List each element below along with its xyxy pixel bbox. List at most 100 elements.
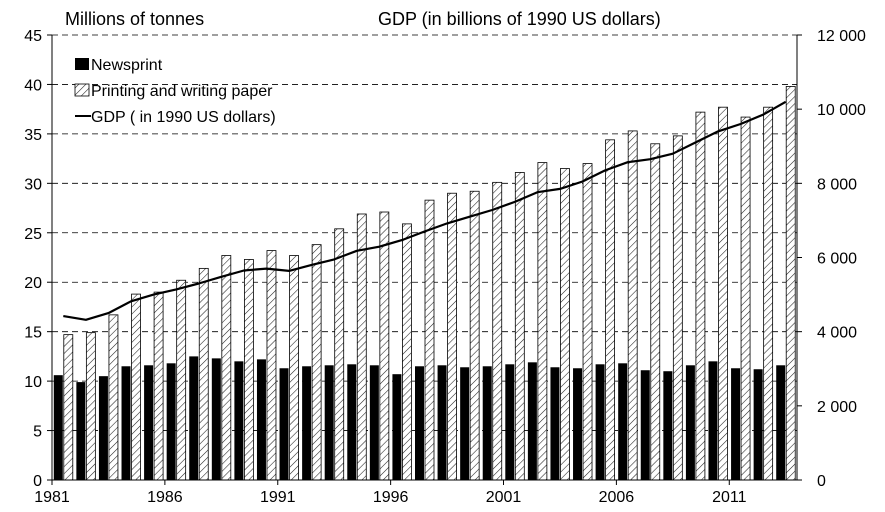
bar-printing-paper bbox=[243, 259, 254, 481]
left-tick-label: 5 bbox=[33, 424, 42, 441]
gridlines bbox=[52, 34, 797, 431]
left-tick-label: 45 bbox=[24, 28, 42, 45]
right-tick-label: 6 000 bbox=[817, 251, 857, 268]
bar-newsprint bbox=[98, 376, 108, 480]
bar-newsprint bbox=[324, 365, 334, 480]
bar-printing-paper bbox=[311, 244, 322, 481]
bar-printing-paper bbox=[650, 143, 661, 481]
tick-labels-group: 0 5 10 15 20 25 30 35 40 45 0 2 000 4 000 6 000 8 000 1… bbox=[24, 28, 866, 506]
bar-newsprint bbox=[347, 364, 357, 480]
bar-newsprint bbox=[663, 371, 673, 480]
bar-newsprint bbox=[415, 366, 424, 480]
bar-newsprint bbox=[527, 362, 537, 480]
bar-newsprint bbox=[708, 361, 718, 480]
bar-newsprint bbox=[166, 363, 176, 480]
legend-swatch-newsprint bbox=[75, 58, 89, 70]
right-tick-label: 12 000 bbox=[817, 28, 866, 45]
bar-printing-paper bbox=[718, 106, 728, 481]
bar-newsprint bbox=[53, 375, 63, 480]
bar-newsprint bbox=[640, 370, 650, 480]
bar-printing-paper bbox=[514, 172, 525, 481]
left-tick-label: 0 bbox=[33, 473, 42, 490]
bar-newsprint bbox=[573, 368, 583, 480]
bar-printing-paper bbox=[582, 163, 593, 481]
axes-group bbox=[47, 34, 802, 485]
bar-printing-paper bbox=[221, 255, 232, 481]
right-tick-label: 10 000 bbox=[817, 102, 866, 119]
bar-printing-paper bbox=[672, 135, 683, 481]
bar-newsprint bbox=[256, 359, 266, 480]
bar-printing-paper bbox=[356, 213, 367, 481]
right-axis-title: GDP (in billions of 1990 US dollars) bbox=[378, 9, 661, 29]
x-tick-label: 1986 bbox=[147, 489, 183, 506]
bar-printing-paper bbox=[153, 291, 164, 481]
left-tick-label: 25 bbox=[24, 226, 42, 243]
bar-newsprint bbox=[618, 363, 628, 480]
left-tick-label: 35 bbox=[24, 127, 42, 144]
right-tick-label: 2 000 bbox=[817, 399, 857, 416]
legend-label-newsprint: Newsprint bbox=[91, 57, 163, 74]
bar-printing-paper bbox=[763, 106, 774, 481]
bar-newsprint bbox=[731, 368, 741, 480]
left-tick-label: 40 bbox=[24, 77, 42, 94]
bar-newsprint bbox=[753, 369, 763, 480]
gdp-line-group bbox=[63, 100, 787, 321]
bar-newsprint bbox=[369, 365, 379, 480]
bar-printing-paper bbox=[266, 250, 277, 481]
left-tick-label: 10 bbox=[24, 374, 42, 391]
x-tick-label: 1981 bbox=[34, 489, 70, 506]
legend-swatch-printing-paper bbox=[74, 83, 90, 97]
bar-newsprint bbox=[279, 368, 289, 480]
bar-printing-paper bbox=[289, 255, 299, 481]
x-tick-label: 2011 bbox=[712, 489, 747, 506]
bar-printing-paper bbox=[627, 130, 638, 481]
bar-newsprint bbox=[234, 361, 244, 480]
bar-printing-paper bbox=[334, 228, 345, 481]
bars-group bbox=[53, 86, 796, 481]
bar-printing-paper bbox=[447, 192, 457, 481]
legend: Newsprint Printing and writing paper GDP… bbox=[74, 57, 276, 126]
bar-newsprint bbox=[460, 367, 470, 480]
bar-newsprint bbox=[482, 366, 492, 480]
legend-label-gdp: GDP ( in 1990 US dollars) bbox=[91, 109, 276, 126]
legend-label-printing-paper: Printing and writing paper bbox=[91, 83, 273, 100]
bar-printing-paper bbox=[560, 168, 570, 481]
bar-newsprint bbox=[505, 364, 515, 480]
bar-printing-paper bbox=[131, 293, 141, 481]
bar-printing-paper bbox=[379, 211, 390, 481]
bar-newsprint bbox=[121, 366, 131, 480]
bar-printing-paper bbox=[198, 267, 209, 481]
right-tick-label: 4 000 bbox=[817, 325, 857, 342]
bar-newsprint bbox=[211, 358, 221, 480]
bar-newsprint bbox=[392, 374, 402, 480]
bar-newsprint bbox=[776, 365, 786, 480]
bar-printing-paper bbox=[785, 86, 796, 481]
x-tick-label: 2001 bbox=[486, 489, 522, 506]
bar-printing-paper bbox=[108, 314, 119, 481]
x-tick-label: 1991 bbox=[260, 489, 296, 506]
bar-newsprint bbox=[144, 365, 154, 480]
bar-printing-paper bbox=[605, 139, 616, 481]
bar-newsprint bbox=[189, 356, 199, 480]
bar-printing-paper bbox=[63, 334, 74, 481]
bar-newsprint bbox=[302, 366, 312, 480]
bar-printing-paper bbox=[740, 116, 751, 481]
bar-newsprint bbox=[437, 365, 447, 480]
bar-printing-paper bbox=[85, 332, 96, 481]
bar-printing-paper bbox=[176, 279, 187, 481]
bar-printing-paper bbox=[537, 162, 548, 481]
bar-printing-paper bbox=[492, 181, 503, 481]
bar-printing-paper bbox=[469, 190, 480, 481]
left-tick-label: 15 bbox=[24, 325, 42, 342]
left-axis-title: Millions of tonnes bbox=[65, 9, 204, 29]
x-tick-label: 2006 bbox=[599, 489, 635, 506]
bar-printing-paper bbox=[695, 111, 706, 481]
right-tick-label: 8 000 bbox=[817, 176, 857, 193]
bar-printing-paper bbox=[402, 223, 412, 481]
left-tick-label: 20 bbox=[24, 275, 42, 292]
left-tick-label: 30 bbox=[24, 176, 42, 193]
gdp-line bbox=[63, 100, 787, 321]
right-tick-label: 0 bbox=[817, 473, 826, 490]
bar-newsprint bbox=[685, 365, 695, 480]
